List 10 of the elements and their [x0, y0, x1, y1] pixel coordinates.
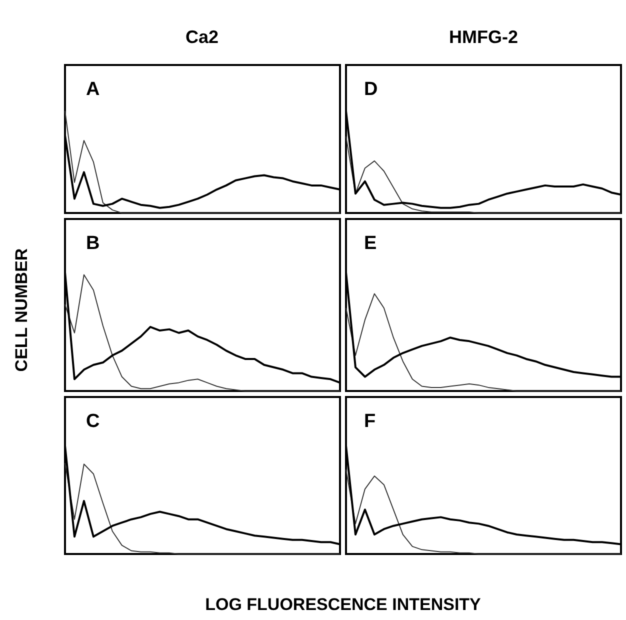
chart-title: Ca2: [185, 27, 219, 47]
chart-title: HMFG-2: [449, 27, 518, 47]
chart-subtitle: F: [364, 411, 376, 432]
chart-subtitle: A: [86, 79, 100, 100]
chart-subtitle: C: [86, 411, 100, 432]
chart-subtitle: B: [86, 233, 100, 254]
y-axis-title: CELL NUMBER: [12, 248, 32, 372]
chart-subtitle: E: [364, 233, 377, 254]
x-axis-title: LOG FLUORESCENCE INTENSITY: [205, 595, 481, 615]
chart-subtitle: D: [364, 79, 378, 100]
